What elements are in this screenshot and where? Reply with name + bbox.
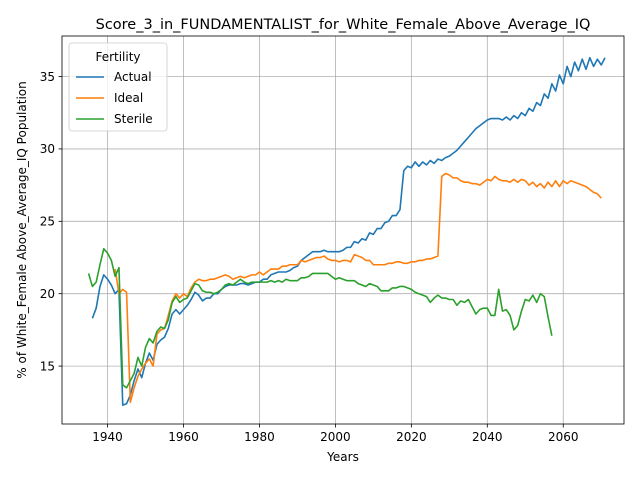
y-tick-label: 30 [40, 142, 55, 156]
x-tick-label: 2000 [320, 430, 351, 444]
x-tick-label: 1940 [92, 430, 123, 444]
legend-label-ideal: Ideal [114, 91, 143, 105]
y-tick-label: 20 [40, 287, 55, 301]
series-lines [87, 56, 606, 406]
x-tick-label: 1960 [168, 430, 199, 444]
x-tick-label: 2060 [548, 430, 579, 444]
chart-title: Score_3_in_FUNDAMENTALIST_for_White_Fema… [96, 17, 591, 33]
legend-label-actual: Actual [114, 70, 152, 84]
y-tick-label: 35 [40, 70, 55, 84]
y-axis-label: % of White_Female Above_Average_IQ Popul… [15, 81, 29, 378]
legend-label-sterile: Sterile [114, 112, 153, 126]
series-line-ideal [114, 172, 602, 404]
axis-ticks: 1940 1960 1980 2000 2020 2040 2060 15 20 25 30 35 [40, 70, 579, 444]
x-tick-label: 1980 [244, 430, 275, 444]
legend-box [68, 42, 168, 132]
legend: Fertility Actual Ideal Sterile [68, 42, 168, 132]
y-tick-label: 15 [40, 359, 55, 373]
grid [62, 36, 624, 424]
x-tick-label: 2020 [396, 430, 427, 444]
legend-title: Fertility [95, 50, 140, 64]
x-tick-label: 2040 [472, 430, 503, 444]
x-axis-label: Years [326, 450, 359, 464]
series-line-actual [91, 56, 606, 406]
y-tick-label: 25 [40, 215, 55, 229]
series-line-sterile [87, 248, 553, 389]
plot-frame [61, 35, 625, 425]
